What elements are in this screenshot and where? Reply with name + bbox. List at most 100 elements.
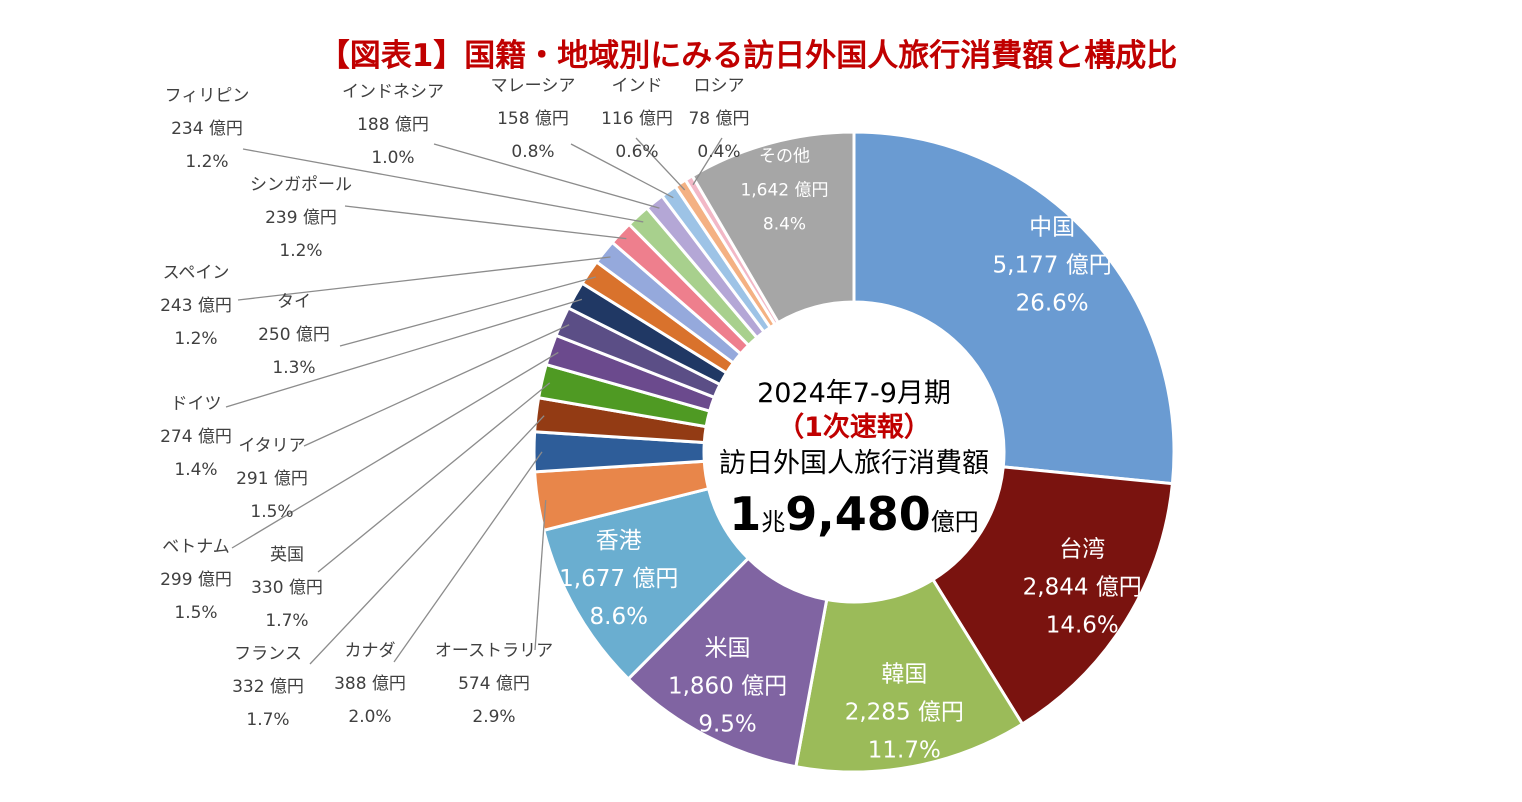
slice-value-india: 116 億円	[601, 109, 673, 129]
slice-value-other: 1,642 億円	[740, 181, 828, 201]
slice-pct-singapore: 1.2%	[279, 241, 322, 261]
slice-name-germany: ドイツ	[171, 394, 222, 414]
slice-korea	[794, 577, 1025, 774]
slice-label-india: インド 116 億円 0.6%	[601, 76, 673, 162]
leader-lines	[225, 137, 723, 665]
slice-labels: 中国 5,177 億円 26.6% 台湾 2,844 億円 14.6% 韓国 2,285 億円…	[160, 76, 1142, 764]
leader-line-france	[309, 415, 545, 665]
slice-label-malaysia: マレーシア 158 億円 0.8%	[491, 76, 576, 162]
center-label: 訪日外国人旅行消費額	[719, 448, 989, 479]
slice-label-canada: カナダ 388 億円 2.0%	[334, 641, 406, 727]
slice-label-spain: スペイン 243 億円 1.2%	[160, 263, 232, 349]
slice-pct-malaysia: 0.8%	[511, 142, 554, 162]
donut-hole	[706, 304, 1002, 600]
chart-title: 【図表1】国籍・地域別にみる訪日外国人旅行消費額と構成比	[319, 38, 1178, 74]
leader-line-australia	[534, 499, 547, 651]
slice-pct-china: 26.6%	[1016, 291, 1089, 317]
slice-value-hongkong: 1,677 億円	[559, 566, 678, 592]
slice-value-russia: 78 億円	[688, 109, 749, 129]
leader-line-india	[635, 137, 686, 191]
slice-pct-uk: 1.7%	[265, 611, 308, 631]
center-summary: 2024年7-9月期 （1次速報） 訪日外国人旅行消費額 1兆9,480億円	[719, 378, 989, 541]
center-total-main: 9,480	[785, 487, 931, 541]
slice-pct-usa: 9.5%	[698, 711, 756, 737]
slice-name-italy: イタリア	[238, 436, 305, 456]
slice-value-indonesia: 188 億円	[357, 115, 429, 135]
slice-label-italy: イタリア 291 億円 1.5%	[236, 436, 308, 522]
slice-value-china: 5,177 億円	[993, 253, 1112, 279]
leader-line-uk	[317, 382, 551, 573]
slice-value-germany: 274 億円	[160, 427, 232, 447]
slice-name-singapore: シンガポール	[250, 175, 352, 195]
slice-name-spain: スペイン	[163, 263, 230, 283]
slice-label-thailand: タイ 250 億円 1.3%	[258, 292, 330, 378]
slice-pct-germany: 1.4%	[174, 460, 217, 480]
leader-line-thailand	[339, 276, 596, 347]
slice-label-uk: 英国 330 億円 1.7%	[251, 545, 323, 631]
center-total: 1兆9,480億円	[729, 487, 979, 541]
slice-value-france: 332 億円	[232, 677, 304, 697]
slice-value-philippines: 234 億円	[171, 119, 243, 139]
slice-china	[852, 130, 1176, 486]
leader-line-singapore	[344, 205, 627, 240]
slice-value-singapore: 239 億円	[265, 208, 337, 228]
slice-name-indonesia: インドネシア	[342, 82, 444, 102]
slice-label-korea: 韓国 2,285 億円 11.7%	[845, 662, 964, 764]
slice-pct-vietnam: 1.5%	[174, 603, 217, 623]
slice-name-uk: 英国	[270, 545, 304, 565]
slice-pct-philippines: 1.2%	[185, 152, 228, 172]
slice-name-korea: 韓国	[881, 662, 927, 688]
slice-pct-other: 8.4%	[763, 215, 806, 235]
slice-name-other: その他	[759, 147, 810, 167]
slice-label-philippines: フィリピン 234 億円 1.2%	[165, 86, 250, 172]
slice-name-vietnam: ベトナム	[162, 537, 230, 557]
slice-value-malaysia: 158 億円	[497, 109, 569, 129]
slice-pct-korea: 11.7%	[868, 738, 941, 764]
slice-pct-thailand: 1.3%	[272, 358, 315, 378]
leader-line-philippines	[242, 148, 644, 223]
slice-pct-italy: 1.5%	[250, 502, 293, 522]
slice-name-thailand: タイ	[277, 292, 311, 312]
leader-line-vietnam	[231, 351, 559, 549]
slice-label-france: フランス 332 億円 1.7%	[232, 644, 304, 730]
slice-value-taiwan: 2,844 億円	[1023, 574, 1142, 600]
slice-name-china: 中国	[1029, 215, 1075, 241]
center-total-chou: 兆	[761, 508, 785, 536]
slice-pct-taiwan: 14.6%	[1046, 612, 1119, 638]
slice-pct-indonesia: 1.0%	[371, 148, 414, 168]
slice-label-russia: ロシア 78 億円 0.4%	[688, 76, 749, 162]
slice-label-hongkong: 香港 1,677 億円 8.6%	[559, 528, 678, 630]
slice-label-vietnam: ベトナム 299 億円 1.5%	[160, 537, 232, 623]
slice-label-other: その他 1,642 億円 8.4%	[740, 147, 828, 235]
leader-line-canada	[393, 451, 543, 663]
leader-line-malaysia	[570, 143, 674, 199]
slice-taiwan	[930, 465, 1175, 727]
slice-label-germany: ドイツ 274 億円 1.4%	[160, 394, 232, 480]
slice-pct-france: 1.7%	[246, 710, 289, 730]
slice-name-malaysia: マレーシア	[491, 76, 576, 96]
leader-line-germany	[225, 298, 583, 408]
slice-pct-india: 0.6%	[615, 142, 658, 162]
slice-name-france: フランス	[234, 644, 302, 664]
leader-line-indonesia	[433, 143, 660, 209]
slice-name-usa: 米国	[705, 635, 751, 661]
slice-name-hongkong: 香港	[596, 528, 642, 554]
slice-value-canada: 388 億円	[334, 674, 406, 694]
center-total-suffix: 億円	[931, 508, 979, 536]
center-total-prefix: 1	[729, 487, 761, 541]
slice-pct-australia: 2.9%	[472, 707, 515, 727]
slice-label-australia: オーストラリア 574 億円 2.9%	[435, 641, 553, 727]
slice-label-china: 中国 5,177 億円 26.6%	[993, 215, 1112, 317]
slice-value-italy: 291 億円	[236, 469, 308, 489]
slice-value-korea: 2,285 億円	[845, 700, 964, 726]
center-status: （1次速報）	[777, 412, 931, 443]
slice-other	[690, 130, 856, 325]
slice-name-russia: ロシア	[694, 76, 745, 96]
slices-layer	[532, 130, 1176, 774]
leader-line-spain	[237, 256, 611, 301]
slice-pct-hongkong: 8.6%	[590, 604, 648, 630]
slice-value-australia: 574 億円	[458, 674, 530, 694]
slice-value-thailand: 250 億円	[258, 325, 330, 345]
slice-pct-spain: 1.2%	[174, 329, 217, 349]
